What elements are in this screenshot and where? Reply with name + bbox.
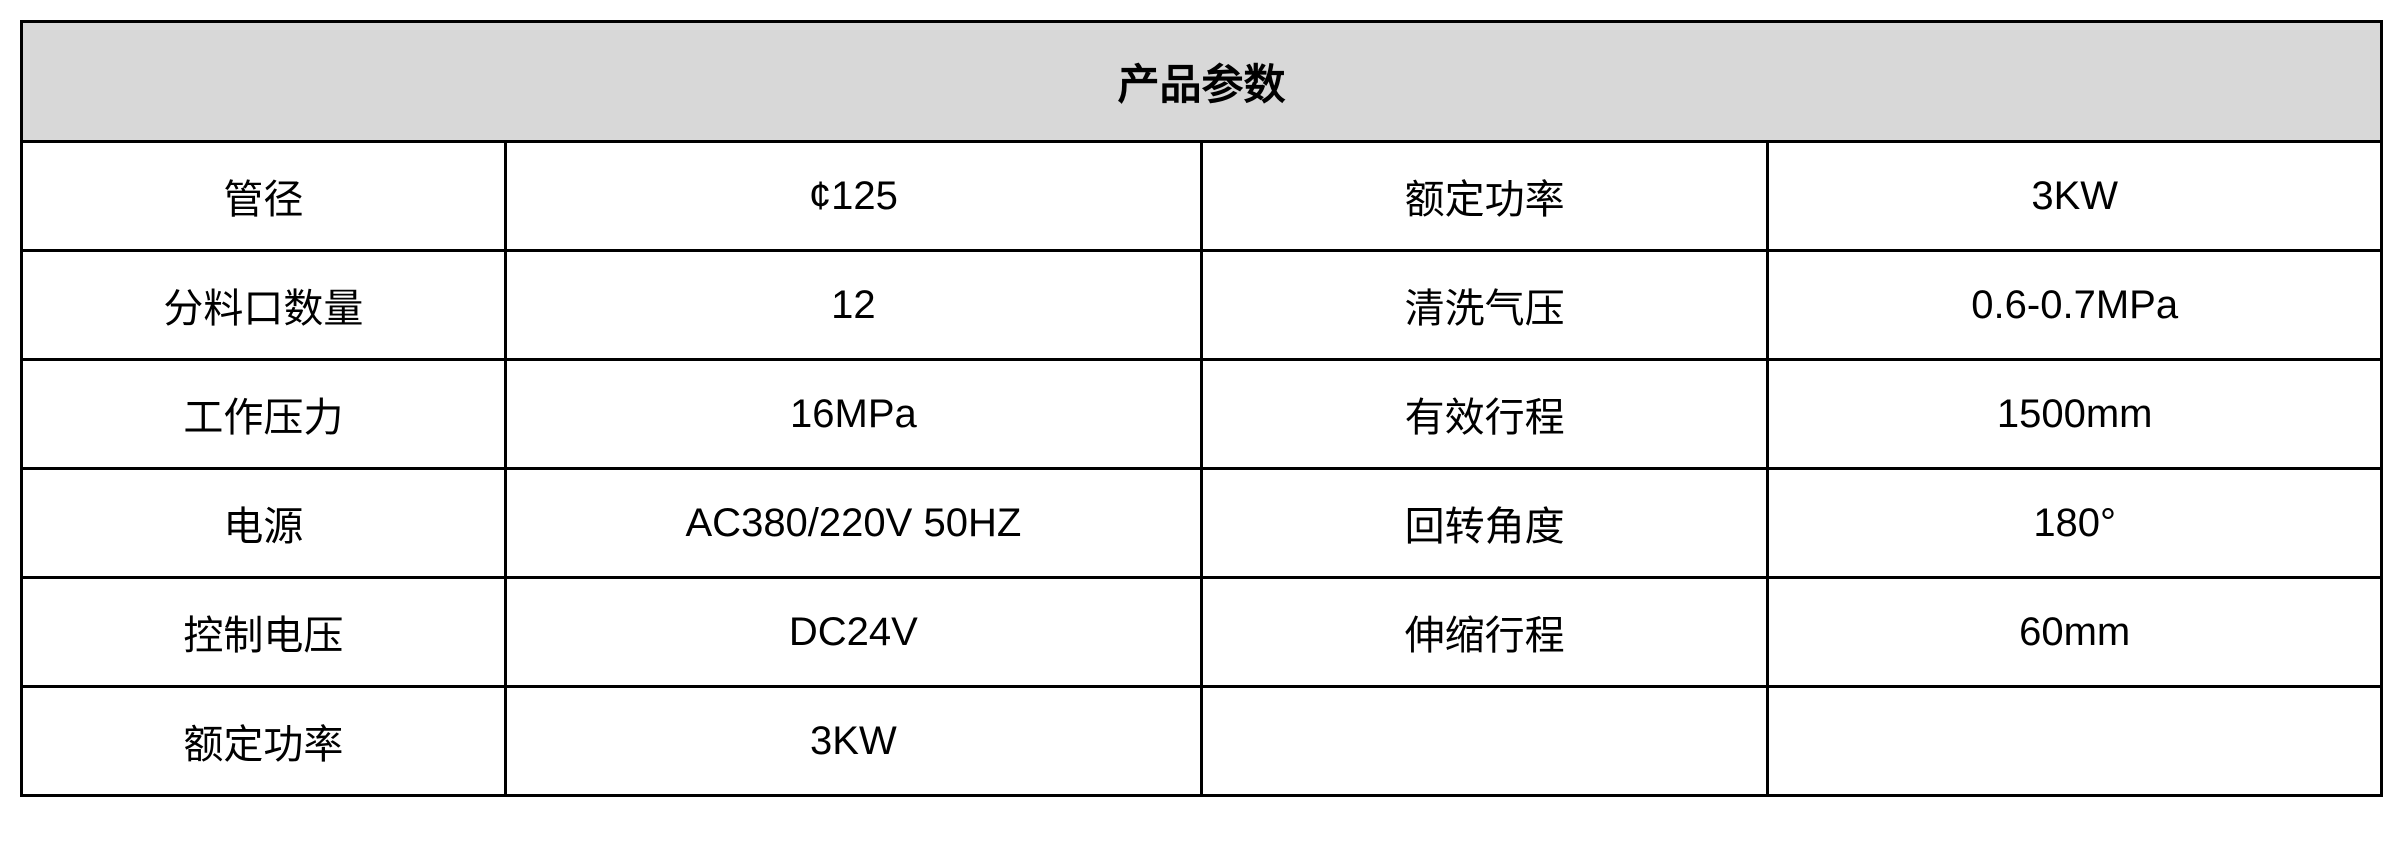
spec-value: 180°: [1768, 469, 2382, 578]
spec-value: 60mm: [1768, 578, 2382, 687]
table-row: 分料口数量 12 清洗气压 0.6-0.7MPa: [22, 251, 2382, 360]
spec-label: 电源: [22, 469, 506, 578]
table-row: 额定功率 3KW: [22, 687, 2382, 796]
spec-value: [1768, 687, 2382, 796]
table-row: 电源 AC380/220V 50HZ 回转角度 180°: [22, 469, 2382, 578]
product-spec-table: 产品参数 管径 ¢125 额定功率 3KW 分料口数量 12 清洗气压 0.6-…: [20, 20, 2383, 797]
spec-value: DC24V: [505, 578, 1201, 687]
spec-label: 回转角度: [1201, 469, 1767, 578]
spec-label: 有效行程: [1201, 360, 1767, 469]
spec-value: 3KW: [1768, 142, 2382, 251]
spec-label: 管径: [22, 142, 506, 251]
table-row: 工作压力 16MPa 有效行程 1500mm: [22, 360, 2382, 469]
spec-value: 12: [505, 251, 1201, 360]
spec-value: 0.6-0.7MPa: [1768, 251, 2382, 360]
spec-label: 额定功率: [22, 687, 506, 796]
spec-label: 控制电压: [22, 578, 506, 687]
spec-label: 清洗气压: [1201, 251, 1767, 360]
spec-label: 工作压力: [22, 360, 506, 469]
table-row: 控制电压 DC24V 伸缩行程 60mm: [22, 578, 2382, 687]
table-header-row: 产品参数: [22, 22, 2382, 142]
spec-value: 1500mm: [1768, 360, 2382, 469]
spec-label: 额定功率: [1201, 142, 1767, 251]
spec-label: 分料口数量: [22, 251, 506, 360]
table-row: 管径 ¢125 额定功率 3KW: [22, 142, 2382, 251]
spec-value: 16MPa: [505, 360, 1201, 469]
spec-value: AC380/220V 50HZ: [505, 469, 1201, 578]
spec-value: 3KW: [505, 687, 1201, 796]
spec-label: [1201, 687, 1767, 796]
spec-value: ¢125: [505, 142, 1201, 251]
table-title: 产品参数: [22, 22, 2382, 142]
spec-label: 伸缩行程: [1201, 578, 1767, 687]
